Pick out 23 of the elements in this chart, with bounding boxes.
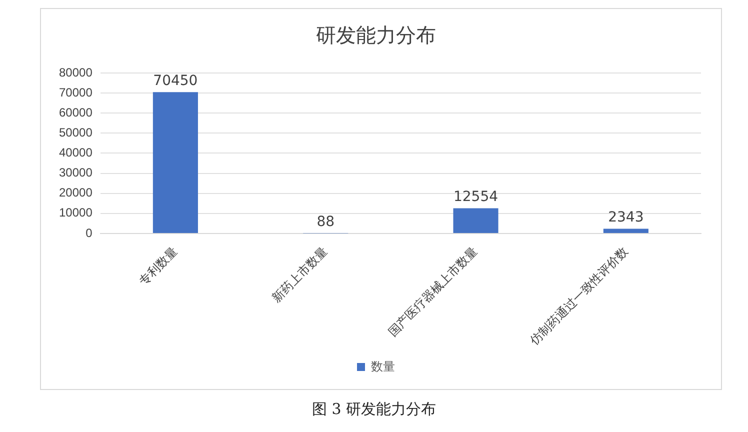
y-tick-label: 30000	[58, 166, 93, 180]
bar	[603, 228, 648, 233]
chart-title: 研发能力分布	[316, 23, 436, 48]
data-label: 12554	[453, 188, 498, 205]
data-label: 2343	[608, 209, 644, 226]
legend-label: 数量	[371, 359, 395, 374]
x-tick-label: 专利数量	[136, 244, 180, 288]
y-tick-label: 70000	[58, 85, 93, 100]
x-tick-label: 国产医疗器械上市数量	[385, 244, 480, 339]
y-tick-label: 20000	[58, 186, 93, 200]
y-tick-label: 0	[86, 226, 93, 240]
y-tick-label: 60000	[58, 105, 93, 120]
data-label: 70450	[153, 72, 198, 89]
data-label: 88	[316, 214, 335, 230]
x-tick-label: 仿制药通过一致性评价数	[526, 244, 630, 348]
bar	[453, 208, 498, 233]
bar	[152, 92, 198, 233]
caption: 图 3 研发能力分布	[310, 400, 438, 419]
x-tick-label: 新药上市数量	[269, 244, 330, 305]
y-tick-label: 50000	[58, 125, 93, 140]
y-tick-label: 40000	[58, 146, 93, 160]
y-tick-label: 10000	[58, 206, 93, 220]
y-tick-label: 80000	[58, 65, 93, 80]
